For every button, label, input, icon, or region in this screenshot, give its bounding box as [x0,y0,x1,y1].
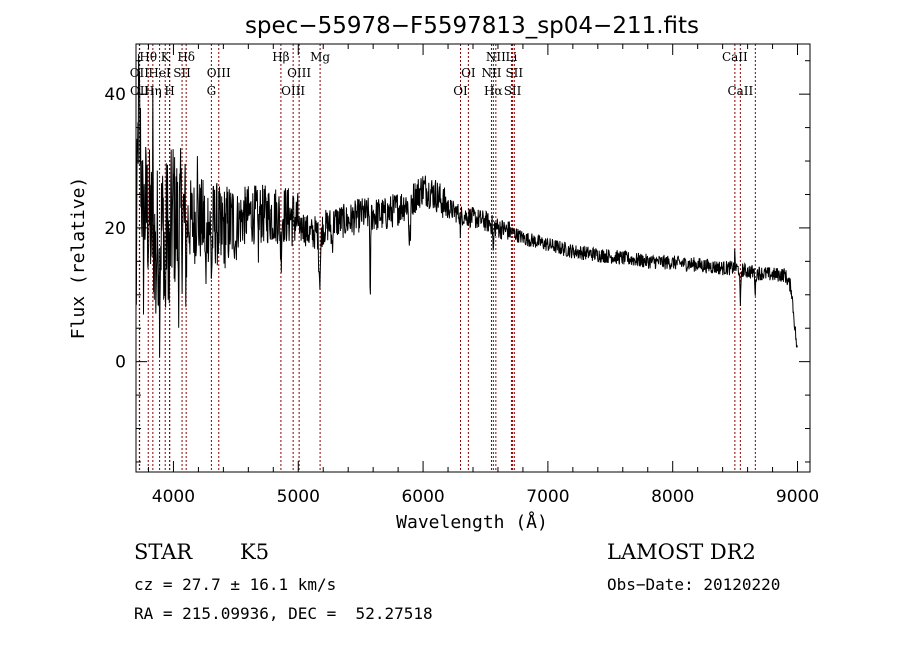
x-tick-label: 6000 [401,487,444,507]
spectral-line-label: CaII [722,50,748,64]
spectral-line-label: Li [506,50,518,64]
spectral-line-label: OIII [287,66,311,80]
x-tick-label: 5000 [277,487,320,507]
survey-name: LAMOST DR2 [607,540,756,564]
object-subclass: K5 [240,540,270,564]
spectral-line-label: H [164,84,174,98]
spectral-line-label: NII [481,66,501,80]
spectral-line-label: Hθ [139,50,157,64]
spectral-line-label: OIII [207,66,231,80]
x-tick-label: 9000 [776,487,819,507]
spectral-line-label: CaII [727,84,753,98]
y-axis-label: Flux (relative) [68,177,89,340]
x-tick-label: 7000 [526,487,569,507]
coordinates: RA = 215.09936, DEC = 52.27518 [134,604,433,623]
spectral-line-label: Hα [484,84,503,98]
spectral-line-label: Hβ [272,50,289,64]
x-tick-label: 8000 [651,487,694,507]
spectral-line-label: Hδ [177,50,195,64]
x-axis-ticks: 4000 5000 6000 7000 8000 9000 [147,44,819,507]
spectral-line-label: OI [453,84,468,98]
spectral-line-label: OI [461,66,476,80]
spectral-line-label: SII [504,84,522,98]
y-tick-label: 0 [115,353,126,373]
spectral-line-label: G [207,84,217,98]
observation-date: Obs−Date: 20120220 [607,575,781,594]
y-axis-ticks: 0 20 40 [104,60,810,463]
chart-title: spec−55978−F5597813_sp04−211.fits [245,13,699,39]
y-tick-label: 20 [104,219,126,239]
y-tick-label: 40 [104,85,126,105]
spectral-line-label: K [161,50,171,64]
object-class: STAR [134,540,193,564]
plot-frame [135,43,811,473]
redshift-cz: cz = 27.7 ± 16.1 km/s [134,575,337,594]
spectral-line-label: OIII [281,84,305,98]
spectral-line-label: HeI [148,66,171,80]
x-axis-label: Wavelength (Å) [396,511,548,533]
x-tick-label: 4000 [152,487,195,507]
spectral-line-label: SII [173,66,191,80]
spectral-line-label: SII [505,66,523,80]
spectral-line-label: Mg [310,50,330,64]
spectral-line-label: NII [486,50,506,64]
spectrum-line [135,53,798,358]
